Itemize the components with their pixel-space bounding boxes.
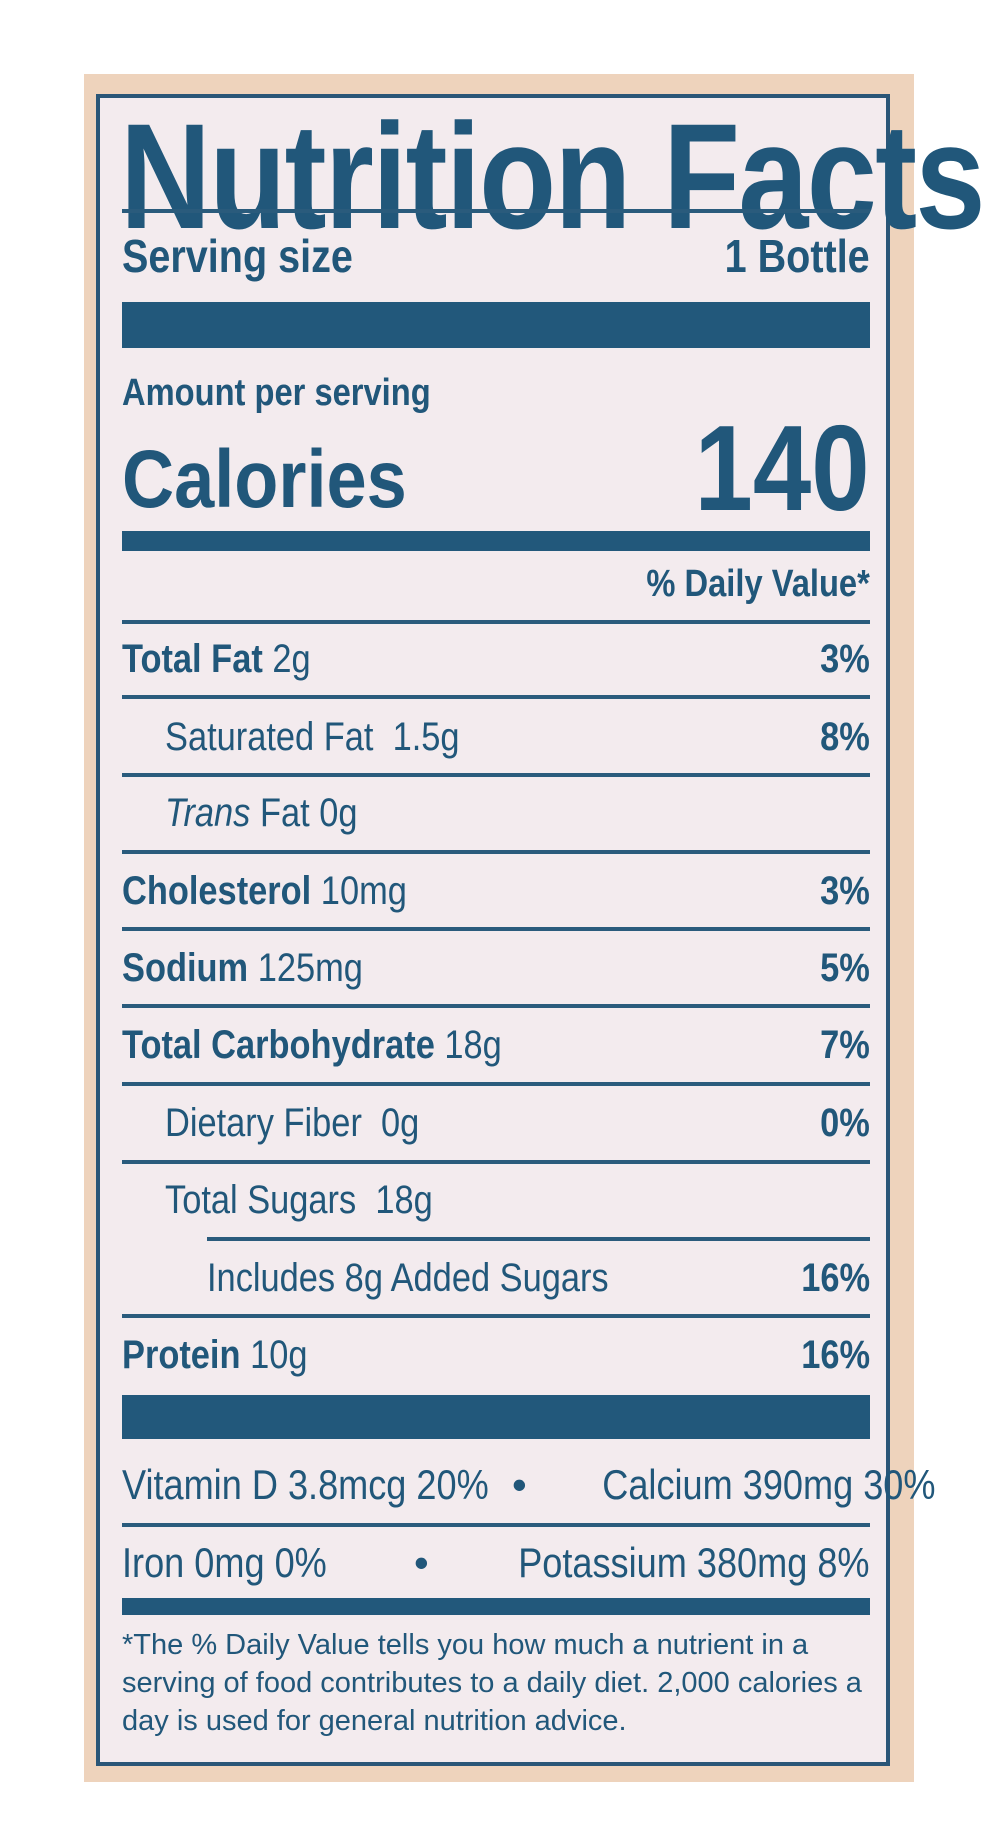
nutrient-row-sodium: Sodium 125mg 5% (122, 943, 870, 993)
nutrient-dv: 7% (820, 1022, 870, 1067)
nutrient-name: Cholesterol (122, 868, 312, 913)
nutrient-amount: 0g (319, 790, 358, 835)
nutrient-name: Includes 8g Added Sugars (207, 1255, 609, 1300)
medium-divider (122, 1598, 870, 1615)
nutrient-row-total-sugars: Total Sugars 18g (165, 1175, 870, 1225)
divider (122, 620, 870, 624)
nutrient-amount: 2g (272, 636, 311, 681)
calcium: Calcium 390mg 30% (602, 1461, 936, 1508)
nutrient-amount: 125mg (257, 945, 363, 990)
divider (122, 927, 870, 931)
nutrient-name: Total Sugars (165, 1177, 357, 1222)
nutrient-row-trans-fat: Trans Fat 0g (165, 788, 870, 838)
nutrient-row-dietary-fiber: Dietary Fiber 0g 0% (165, 1098, 870, 1148)
micronutrient-row-1: Vitamin D 3.8mcg 20% • Calcium 390mg 30% (122, 1460, 936, 1510)
divider (122, 209, 870, 213)
divider (122, 850, 870, 854)
calories-label: Calories (122, 434, 407, 525)
serving-size-value: 1 Bottle (724, 230, 870, 282)
amount-per-serving-label: Amount per serving (122, 371, 431, 414)
micronutrient-row-2: Iron 0mg 0% • Potassium 380mg 8% (122, 1538, 870, 1588)
bullet-separator: • (414, 1539, 429, 1586)
nutrient-dv: 3% (820, 868, 870, 913)
nutrient-name: Sodium (122, 945, 249, 990)
divider (122, 695, 870, 699)
nutrient-row-saturated-fat: Saturated Fat 1.5g 8% (165, 712, 870, 762)
bullet-separator: • (512, 1461, 527, 1508)
divider (122, 773, 870, 777)
divider (207, 1237, 870, 1241)
nutrient-dv: 16% (801, 1255, 870, 1300)
iron: Iron 0mg 0% (122, 1539, 327, 1586)
divider (122, 1004, 870, 1008)
thick-divider (122, 302, 870, 348)
daily-value-header: % Daily Value* (122, 559, 870, 609)
nutrient-name: Total Carbohydrate (122, 1022, 435, 1067)
nutrient-name: Total Fat (122, 636, 263, 681)
nutrient-dv: 16% (801, 1332, 870, 1377)
amount-per-serving: Amount per serving (122, 368, 870, 418)
nutrient-dv: 3% (820, 636, 870, 681)
label-title: Nutrition Facts (120, 92, 986, 260)
serving-size-row: Serving size 1 Bottle (122, 230, 870, 282)
daily-value-header-label: % Daily Value* (646, 562, 870, 605)
calories-value: 140 (694, 400, 870, 536)
nutrient-row-cholesterol: Cholesterol 10mg 3% (122, 866, 870, 916)
nutrient-amount: 10mg (320, 868, 407, 913)
medium-divider (122, 531, 870, 551)
nutrient-dv: 5% (820, 945, 870, 990)
nutrition-facts-label: Nutrition Facts Serving size 1 Bottle Am… (96, 92, 986, 1766)
potassium: Potassium 380mg 8% (518, 1539, 870, 1586)
footnote: *The % Daily Value tells you how much a … (122, 1629, 862, 1737)
vitamin-d: Vitamin D 3.8mcg 20% (122, 1461, 489, 1508)
nutrient-name: Fat (259, 790, 310, 835)
nutrient-dv: 8% (820, 714, 870, 759)
nutrient-amount: 0g (381, 1100, 420, 1145)
nutrient-amount: 10g (250, 1332, 308, 1377)
divider (122, 1314, 870, 1318)
serving-size-label: Serving size (122, 230, 353, 282)
nutrient-name: Saturated Fat (165, 714, 374, 759)
nutrient-row-total-fat: Total Fat 2g 3% (122, 634, 870, 684)
nutrient-row-total-carbohydrate: Total Carbohydrate 18g 7% (122, 1020, 870, 1070)
nutrient-row-protein: Protein 10g 16% (122, 1330, 870, 1380)
nutrient-amount: 18g (444, 1022, 502, 1067)
divider (122, 1160, 870, 1164)
nutrient-row-added-sugars: Includes 8g Added Sugars 16% (207, 1253, 870, 1303)
nutrient-dv: 0% (820, 1100, 870, 1145)
nutrient-amount: 18g (375, 1177, 433, 1222)
divider (122, 1082, 870, 1086)
thick-divider (122, 1395, 870, 1439)
nutrient-name: Dietary Fiber (165, 1100, 362, 1145)
divider (122, 1523, 870, 1527)
nutrient-name: Protein (122, 1332, 241, 1377)
nutrient-amount: 1.5g (392, 714, 460, 759)
nutrient-name-italic: Trans (165, 790, 251, 835)
